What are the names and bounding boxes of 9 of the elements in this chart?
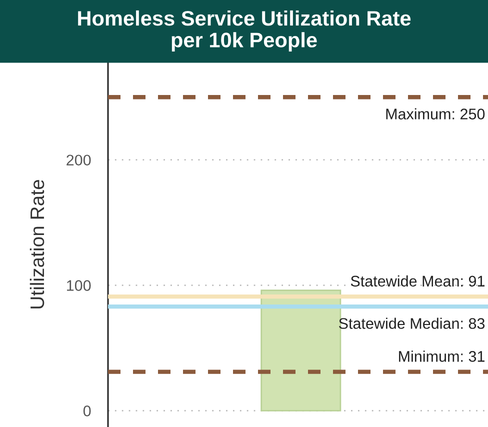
chart-title: Homeless Service Utilization Rate per 10k People [78,10,411,52]
ref-line-label: Maximum: 250 [386,108,485,120]
ref-line-label: Minimum: 31 [399,350,484,362]
ref-line-label: Statewide Mean: 91 [350,275,484,287]
y-axis-title: Utilization Rate [30,180,44,308]
y-tick-label: 100 [67,280,91,291]
ref-line-label: Statewide Median: 83 [338,318,485,329]
y-tick-label: 0 [83,406,91,416]
y-tick-label: 200 [66,154,91,166]
